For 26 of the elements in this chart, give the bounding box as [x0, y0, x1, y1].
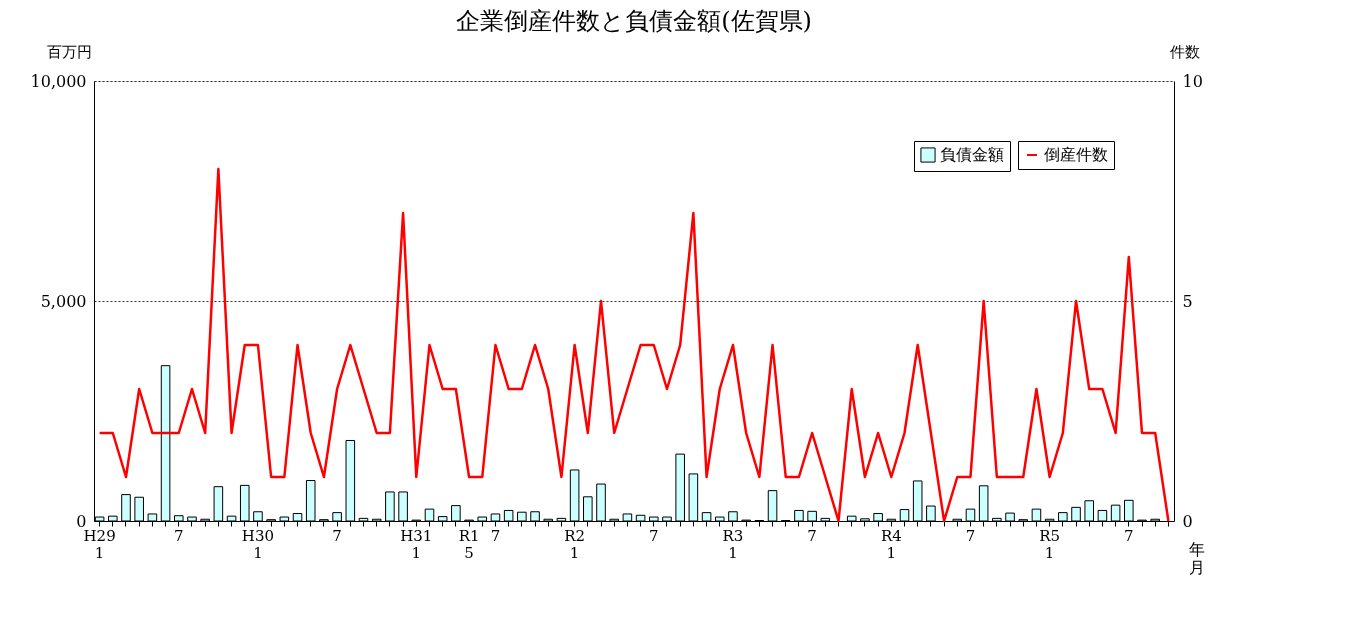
x-tick-label: 7 [490, 526, 501, 545]
y-tick-label: 10,000 [30, 71, 87, 91]
y2-axis-title: 件数 [1169, 42, 1200, 61]
x-tick-label: R5 1 [1039, 526, 1061, 562]
x-tick-label: R1 5 [458, 526, 480, 562]
x-tick-label: H30 1 [241, 526, 275, 562]
x-axis-title: 年月 [1188, 539, 1205, 577]
x-tick-label: 7 [965, 526, 976, 545]
legend-label: 倒産件数 [1044, 145, 1108, 164]
x-tick-label: R2 1 [564, 526, 586, 562]
chart-title: 企業倒産件数と負債金額(佐賀県) [456, 7, 812, 35]
x-tick-label: 7 [807, 526, 817, 545]
x-tick-label: 7 [174, 526, 184, 545]
x-tick-label: 7 [649, 526, 659, 545]
y-tick-label: 5,000 [40, 291, 87, 311]
x-tick-label: 7 [1124, 526, 1134, 545]
x-tick-label: H31 1 [400, 526, 433, 562]
y-axis-title: 百万円 [47, 42, 92, 61]
x-tick-label: 7 [332, 526, 342, 545]
legend-label: 負債金額 [940, 145, 1004, 164]
y2-tick-label: 10 [1182, 71, 1203, 91]
y2-tick-label: 0 [1182, 511, 1193, 531]
y2-tick-label: 5 [1182, 291, 1193, 311]
x-tick-label: R3 1 [722, 526, 744, 562]
x-tick-label: R4 1 [880, 526, 902, 562]
line-series [98, 167, 1170, 523]
